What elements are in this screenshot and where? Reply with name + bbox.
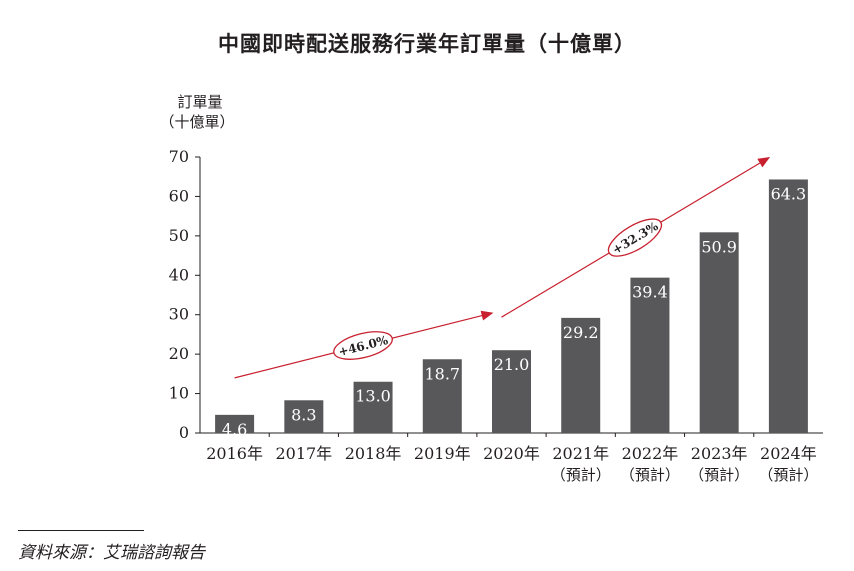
x-tick-label: 2020年 (483, 444, 540, 463)
y-axis-label-line1: 訂單量 (177, 93, 222, 111)
x-tick-sublabel: （預計） (620, 466, 680, 484)
source-note: 資料來源：艾瑞諮詢報告 (18, 543, 205, 563)
x-tick-sublabel: （預計） (689, 466, 749, 484)
y-tick-label: 70 (169, 147, 189, 166)
bar (768, 179, 808, 433)
x-tick-sublabel: （預計） (551, 466, 611, 484)
cagr-callout: +46.0% (333, 331, 393, 360)
bar (561, 317, 601, 433)
x-tick-label: 2019年 (414, 444, 471, 463)
bar (492, 350, 531, 433)
bar (630, 277, 670, 433)
bar-value-label: 4.6 (222, 420, 247, 439)
y-tick-label: 20 (169, 344, 189, 363)
x-tick-sublabel: （預計） (758, 466, 818, 484)
bar (422, 359, 462, 433)
cagr-callout: +32.3% (607, 218, 663, 257)
bar (215, 414, 255, 433)
bar-value-label: 13.0 (355, 387, 391, 406)
bar (353, 381, 393, 433)
bar (699, 232, 739, 433)
y-tick-label: 30 (169, 305, 189, 324)
bar-value-label: 18.7 (424, 364, 460, 383)
x-tick-label: 2023年 (691, 444, 748, 463)
y-tick-label: 10 (169, 384, 189, 403)
x-tick-label: 2021年 (552, 444, 609, 463)
cagr-ellipse (607, 218, 663, 257)
bar (284, 400, 324, 433)
bar-value-label: 8.3 (291, 405, 316, 424)
chart: 訂單量 （十億單） 0 10 20 30 40 50 60 70 4.6 2016年 8.3 201… (159, 93, 823, 484)
bar-value-label: 50.9 (701, 237, 737, 256)
y-tick-label: 50 (169, 226, 189, 245)
y-axis-label-line2: （十億單） (159, 113, 234, 131)
x-tick-label: 2017年 (275, 444, 332, 463)
bar-value-label: 29.2 (563, 323, 599, 342)
bar-value-label: 39.4 (632, 283, 668, 302)
y-tick-label: 60 (169, 186, 189, 205)
bar-value-label: 21.0 (494, 355, 530, 374)
source-divider (18, 530, 144, 531)
y-tick-label: 40 (169, 265, 189, 284)
y-tick-label: 0 (179, 423, 189, 442)
bar-value-label: 64.3 (771, 184, 807, 203)
x-tick-label: 2022年 (622, 444, 679, 463)
x-tick-label: 2016年 (206, 444, 263, 463)
chart-title: 中國即時配送服務行業年訂單量（十億單） (218, 32, 636, 56)
cagr-ellipse (333, 331, 393, 360)
x-tick-label: 2024年 (760, 444, 817, 463)
x-tick-label: 2018年 (345, 444, 402, 463)
